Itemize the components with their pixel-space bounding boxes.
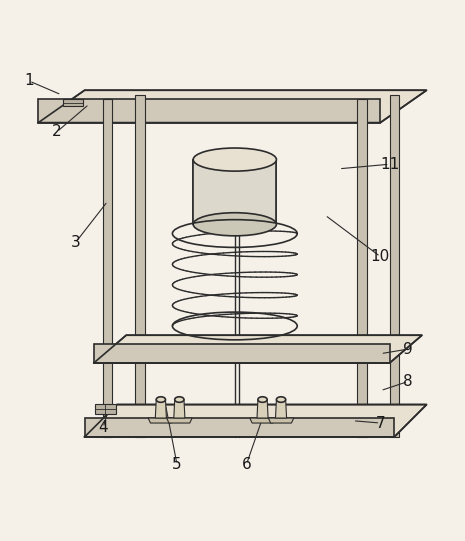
- Text: 5: 5: [172, 457, 182, 472]
- Polygon shape: [85, 418, 394, 437]
- Text: 11: 11: [380, 157, 399, 171]
- Polygon shape: [39, 100, 380, 123]
- Polygon shape: [85, 405, 426, 437]
- Polygon shape: [63, 100, 83, 107]
- Text: 7: 7: [376, 415, 385, 431]
- Text: 4: 4: [98, 420, 108, 435]
- Polygon shape: [103, 100, 113, 437]
- Ellipse shape: [175, 397, 184, 403]
- Polygon shape: [174, 400, 185, 418]
- Polygon shape: [193, 160, 276, 225]
- Polygon shape: [250, 418, 275, 423]
- Ellipse shape: [193, 148, 276, 171]
- Polygon shape: [94, 335, 422, 363]
- Polygon shape: [148, 418, 173, 423]
- Ellipse shape: [258, 397, 267, 403]
- Polygon shape: [390, 95, 399, 437]
- Polygon shape: [94, 345, 390, 363]
- Text: 10: 10: [371, 249, 390, 264]
- Ellipse shape: [193, 213, 276, 236]
- Ellipse shape: [276, 397, 286, 403]
- Text: 1: 1: [24, 74, 34, 89]
- Polygon shape: [39, 90, 426, 123]
- Polygon shape: [135, 95, 145, 437]
- Ellipse shape: [156, 397, 166, 403]
- Polygon shape: [155, 400, 166, 418]
- Text: 2: 2: [52, 124, 62, 140]
- Polygon shape: [95, 404, 116, 414]
- Text: 8: 8: [403, 374, 413, 389]
- Polygon shape: [257, 400, 268, 418]
- Text: 6: 6: [241, 457, 251, 472]
- Text: 3: 3: [71, 235, 80, 250]
- Polygon shape: [268, 418, 294, 423]
- Text: 9: 9: [403, 341, 413, 357]
- Polygon shape: [357, 100, 366, 437]
- Polygon shape: [166, 418, 192, 423]
- Polygon shape: [275, 400, 286, 418]
